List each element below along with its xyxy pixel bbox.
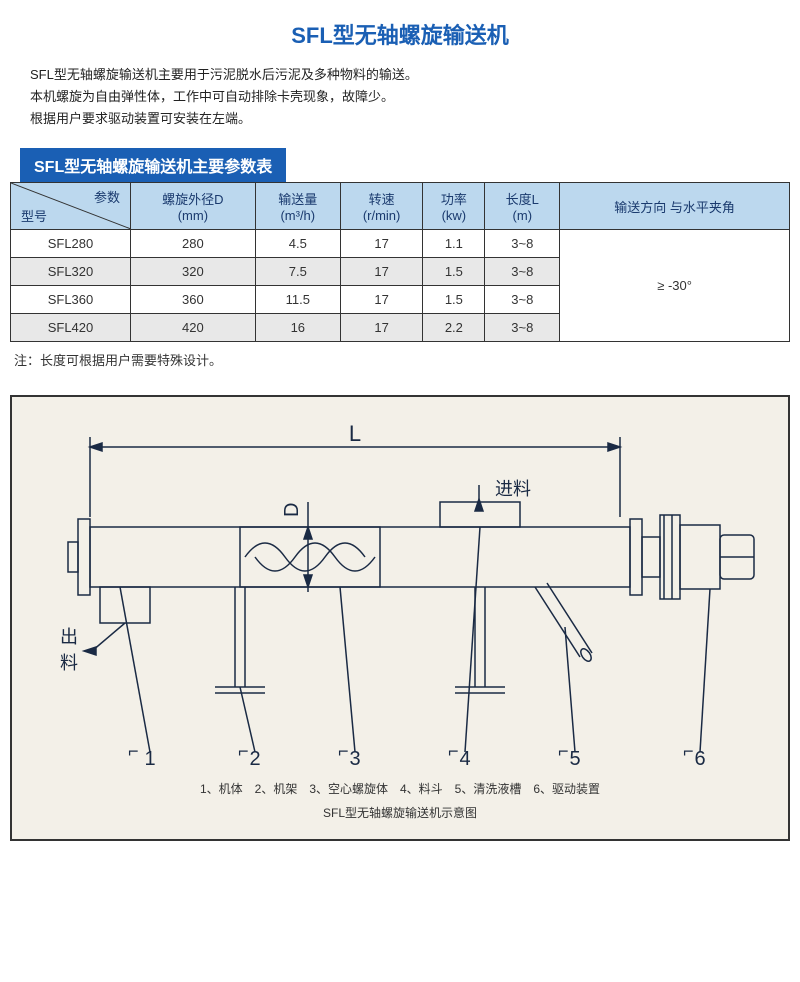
intro-line: 根据用户要求驱动装置可安装在左端。 <box>30 108 770 130</box>
svg-text:⌐: ⌐ <box>338 741 349 761</box>
svg-text:4: 4 <box>459 748 470 767</box>
svg-text:⌐: ⌐ <box>128 741 139 761</box>
col-header-p: 功率(kw) <box>423 183 485 230</box>
parameter-table: 参数 型号 螺旋外径D(mm) 输送量(m³/h) 转速(r/min) 功率(k… <box>10 182 790 342</box>
intro-text: SFL型无轴螺旋输送机主要用于污泥脱水后污泥及多种物料的输送。 本机螺旋为自由弹… <box>0 64 800 148</box>
angle-cell: ≥ -30° <box>560 230 790 342</box>
svg-text:进料: 进料 <box>495 479 531 499</box>
svg-text:⌐: ⌐ <box>558 741 569 761</box>
page-title: SFL型无轴螺旋输送机 <box>0 0 800 64</box>
svg-text:2: 2 <box>249 748 260 767</box>
corner-param: 参数 <box>94 187 120 206</box>
col-header-angle: 输送方向 与水平夹角 <box>560 183 790 230</box>
conveyor-diagram: L 进料 <box>20 407 780 767</box>
svg-text:出: 出 <box>60 627 78 647</box>
diagram-legend: 1、机体 2、机架 3、空心螺旋体 4、料斗 5、清洗液槽 6、驱动装置 SFL… <box>16 777 784 825</box>
intro-line: 本机螺旋为自由弹性体，工作中可自动排除卡壳现象，故障少。 <box>30 86 770 108</box>
corner-model: 型号 <box>21 206 47 225</box>
svg-text:5: 5 <box>569 748 580 767</box>
svg-text:1: 1 <box>144 748 155 767</box>
svg-text:3: 3 <box>349 748 360 767</box>
diagram-caption: SFL型无轴螺旋输送机示意图 <box>16 801 784 825</box>
svg-text:6: 6 <box>694 748 705 767</box>
col-header-n: 转速(r/min) <box>340 183 422 230</box>
col-header-l: 长度L(m) <box>485 183 560 230</box>
col-header-d: 螺旋外径D(mm) <box>131 183 256 230</box>
legend-parts: 1、机体 2、机架 3、空心螺旋体 4、料斗 5、清洗液槽 6、驱动装置 <box>16 777 784 801</box>
col-header-q: 输送量(m³/h) <box>255 183 340 230</box>
svg-text:⌐: ⌐ <box>238 741 249 761</box>
svg-text:⌐: ⌐ <box>683 741 694 761</box>
svg-text:D: D <box>281 503 303 517</box>
section-header: SFL型无轴螺旋输送机主要参数表 <box>20 148 286 182</box>
intro-line: SFL型无轴螺旋输送机主要用于污泥脱水后污泥及多种物料的输送。 <box>30 64 770 86</box>
svg-text:L: L <box>349 421 361 446</box>
svg-text:料: 料 <box>60 653 78 673</box>
table-note: 注：长度可根据用户需要特殊设计。 <box>0 342 800 387</box>
diagram-container: L 进料 <box>10 395 790 841</box>
svg-text:⌐: ⌐ <box>448 741 459 761</box>
table-row: SFL2802804.5171.13~8 ≥ -30° <box>11 230 790 258</box>
header-corner: 参数 型号 <box>11 183 131 230</box>
